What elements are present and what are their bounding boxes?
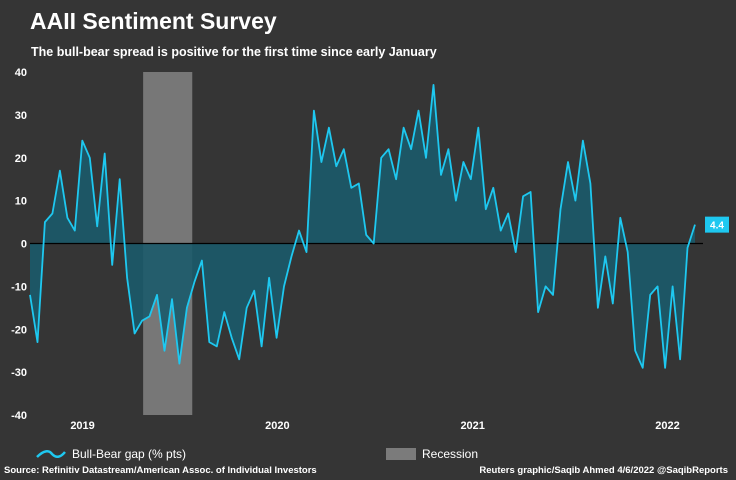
last-value-box — [705, 216, 729, 233]
credit-note: Reuters graphic/Saqib Ahmed 4/6/2022 @Sa… — [479, 465, 728, 476]
y-tick-label: 30 — [15, 110, 27, 122]
y-tick-label: -20 — [11, 324, 27, 336]
chart-title: AAII Sentiment Survey — [30, 8, 277, 34]
last-value-label: 4.4 — [710, 221, 724, 232]
legend-series: Bull-Bear gap (% pts) — [36, 447, 186, 461]
legend-recession: Recession — [386, 447, 478, 461]
legend-recession-swatch — [386, 448, 416, 460]
x-tick-label: 2019 — [70, 420, 94, 432]
y-tick-label: -30 — [11, 367, 27, 379]
y-tick-label: 40 — [15, 67, 27, 79]
y-tick-label: -10 — [11, 281, 27, 293]
legend-line-icon — [36, 450, 66, 458]
x-tick-label: 2021 — [460, 420, 484, 432]
y-tick-label: 10 — [15, 196, 27, 208]
legend-recession-label: Recession — [422, 447, 479, 461]
y-tick-label: 0 — [21, 239, 27, 251]
x-tick-label: 2022 — [655, 420, 679, 432]
chart-subtitle: The bull-bear spread is positive for the… — [31, 45, 437, 59]
source-note: Source: Refinitiv Datastream/American As… — [4, 465, 317, 476]
series-area — [30, 84, 695, 368]
legend-series-label: Bull-Bear gap (% pts) — [72, 447, 187, 461]
series-line — [29, 84, 696, 369]
y-tick-label: 20 — [15, 153, 27, 165]
y-tick-label: -40 — [11, 410, 27, 422]
x-tick-label: 2020 — [265, 420, 289, 432]
chart-area: 40 30 20 10 0 -10 -20 -30 -40 2019 2020 2021 2022 4.4 — [11, 67, 729, 432]
